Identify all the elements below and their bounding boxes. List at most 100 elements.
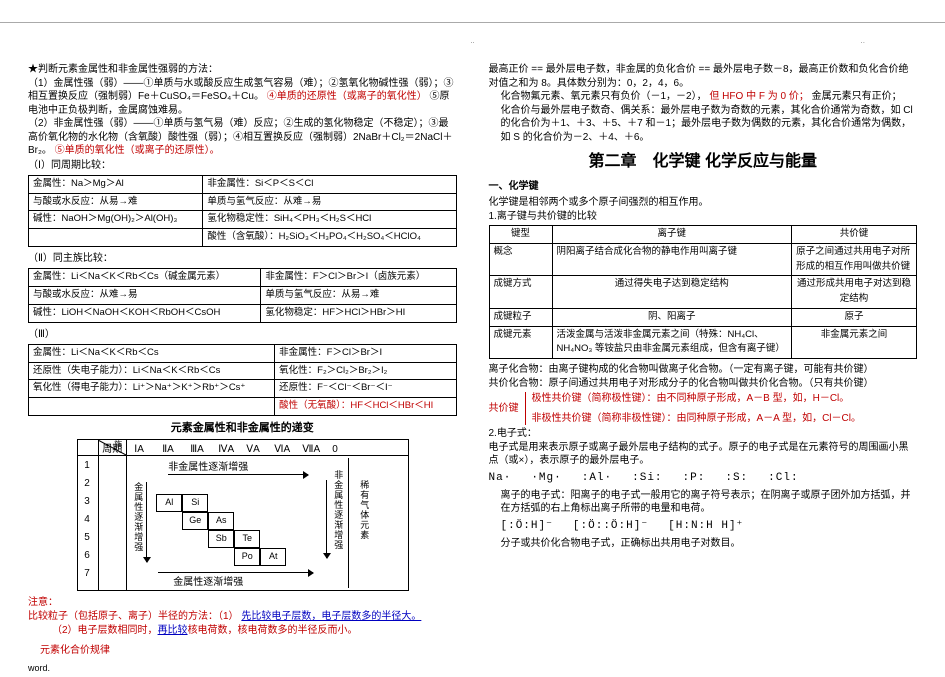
- r-p2b: 但 HFO 中 F 为 0 价；: [709, 91, 808, 102]
- th0: 键型: [489, 226, 552, 244]
- table-3: 金属性：Li＜Na＜K＜Rb＜Cs非金属性：F＞Cl＞Br＞I 还原性（失电子能…: [28, 344, 457, 416]
- footer: word.: [28, 663, 50, 673]
- le-cl: :Cl:: [768, 470, 798, 487]
- note2-b: 再比较: [158, 625, 188, 636]
- t1-3-1: 酸性（含氧酸）：H₂SiO₃＜H₃PO₄＜H₂SO₄＜HClO₄: [203, 229, 456, 247]
- t3-3-1: 酸性（无氧酸）：HF＜HCl＜HBr＜HI: [275, 398, 456, 416]
- s1-def: 化学键是相邻两个或多个原子间强烈的相互作用。: [489, 196, 918, 210]
- t1-0-1: 非金属性：Si＜P＜S＜Cl: [203, 176, 456, 194]
- t2-0-0: 金属性：Li＜Na＜K＜Rb＜Cs（碱金属元素）: [29, 269, 261, 287]
- br3c0: 成键元素: [489, 326, 552, 358]
- note-label: 注意：: [28, 595, 457, 611]
- note2-post: 核电荷数，核电荷数多的半径反而小。: [188, 625, 358, 636]
- cell-at: At: [260, 548, 286, 566]
- le-al: :Al·: [582, 470, 612, 487]
- r-p3: 化合价与最外层电子数奇、偶关系：最外层电子数为奇数的元素，其化合价通常为奇数，如…: [489, 104, 918, 145]
- r7: 7: [84, 566, 90, 582]
- bracket-icon: 极性共价键（简称极性键）：由不同种原子形成，A－B 型，如，H－Cl。 非极性共…: [525, 392, 861, 425]
- t3-2-0: 氧化性（得电子能力）：Li⁺＞Na⁺＞K⁺＞Rb⁺＞Cs⁺: [29, 380, 275, 398]
- r6: 6: [84, 548, 90, 564]
- s2-p3: 分子或共价化合物电子式，正确标出共用电子对数目。: [489, 537, 918, 551]
- para-2: （2）非金属性强（弱）——①单质与氢气易（难）反应；②生成的氢化物稳定（不稳定）…: [28, 117, 457, 158]
- t2-1-1: 单质与氢气反应：从易→难: [261, 287, 456, 305]
- cell-sb: Sb: [208, 530, 234, 548]
- ion-3: [H:N:H H]⁺: [668, 518, 743, 535]
- br1c2: 通过形成共用电子对达到稳定结构: [792, 276, 917, 308]
- p1b: ④单质的还原性（或离子的氧化性）: [267, 91, 427, 102]
- s2-p2: 离子的电子式：阳离子的电子式一般用它的离子符号表示；在阴离子或原子团外加方括弧，…: [489, 489, 918, 516]
- heading: ★判断元素金属性和非金属性强弱的方法：: [28, 63, 457, 77]
- arrow-top: [168, 474, 308, 475]
- le-si: :Si:: [632, 470, 662, 487]
- br2c2: 原子: [792, 308, 917, 326]
- ion-1: [:Ö:H]⁻: [501, 518, 553, 535]
- t2-2-0: 碱性：LiOH＜NaOH＜KOH＜RbOH＜CsOH: [29, 304, 261, 322]
- t2-caption: （Ⅱ）同主族比较：: [28, 251, 457, 267]
- right-column: 最高正价 == 最外层电子数，非金属的负化合价 == 最外层电子数－8，最高正价…: [489, 63, 918, 659]
- r-p2c: 金属元素只有正价；: [812, 91, 902, 102]
- t1-2-0: 碱性：NaOH＞Mg(OH)₂＞Al(OH)₃: [29, 211, 203, 229]
- t3-3-0: [29, 398, 275, 416]
- arrow-right: [326, 480, 327, 558]
- note2-pre: （2）电子层数相同时，: [52, 625, 158, 636]
- s2: 2.电子式：: [489, 427, 918, 441]
- br1c1: 通过得失电子达到稳定结构: [552, 276, 792, 308]
- chapter-title: 第二章 化学键 化学反应与能量: [489, 150, 918, 175]
- header-dots: ..: [470, 36, 474, 45]
- br0c1: 阴阳离子结合成化合物的静电作用叫离子键: [552, 244, 792, 276]
- polar: 极性共价键（简称极性键）：由不同种原子形成，A－B 型，如，H－Cl。: [532, 392, 861, 406]
- t2-2-1: 氢化物稳定：HF＞HCl＞HBr＞HI: [261, 304, 456, 322]
- s1-sub: 1.离子键与共价键的比较: [489, 210, 918, 224]
- t3-1-1: 氧化性：F₂＞Cl₂＞Br₂＞I₂: [275, 362, 456, 380]
- t3-1-0: 还原性（失电子能力）：Li＜Na＜K＜Rb＜Cs: [29, 362, 275, 380]
- cell-as: As: [208, 512, 234, 530]
- ion-electron-row: [:Ö:H]⁻ [:Ö::Ö:H]⁻ [H:N:H H]⁺: [489, 518, 918, 535]
- s1: 一、化学键: [489, 179, 918, 195]
- diagram-wrap: 元素金属性和非金属性的递变 周期 ⅠA ⅡA ⅢA ⅣA ⅤA ⅥA ⅦA 0: [77, 420, 407, 591]
- r3: 3: [84, 494, 90, 510]
- right-v1: 非金属性逐渐增强: [330, 470, 344, 550]
- periodic-trend-diagram: 周期 ⅠA ⅡA ⅢA ⅣA ⅤA ⅥA ⅦA 0 族 1: [77, 439, 409, 591]
- cell-ge: Ge: [182, 512, 208, 530]
- r-p2: 化合物氟元素、氧元素只有负价（－1，－2）， 但 HFO 中 F 为 0 价； …: [489, 90, 918, 104]
- s2-p1: 电子式是用来表示原子或离子最外层电子结构的式子。原子的电子式是在元素符号的周围画…: [489, 441, 918, 468]
- br3c2: 非金属元素之间: [792, 326, 917, 358]
- noble-line: [348, 458, 349, 588]
- le-s: :S:: [725, 470, 748, 487]
- cell-si: Si: [182, 494, 208, 512]
- bond-label: 共价键: [489, 401, 519, 417]
- ionic-def: 离子化合物：由离子键构成的化合物叫做离子化合物。（一定有离子键，可能有共价键）: [489, 363, 918, 377]
- right-v2: 稀有气体元素: [356, 480, 370, 540]
- t3-caption: （Ⅲ）: [28, 327, 457, 343]
- le-na: Na·: [489, 470, 512, 487]
- diag-top: 族: [114, 439, 122, 451]
- atom-electron-row: Na· ·Mg· :Al· :Si: :P: :S: :Cl:: [489, 470, 918, 487]
- r-p2a: 化合物氟元素、氧元素只有负价（－1，－2），: [501, 91, 707, 102]
- t3-0-0: 金属性：Li＜Na＜K＜Rb＜Cs: [29, 345, 275, 363]
- ion-2: [:Ö::Ö:H]⁻: [573, 518, 648, 535]
- note3: 元素化合价规律: [28, 643, 457, 659]
- vline-2: [126, 440, 127, 590]
- t1-2-1: 氢化物稳定性：SiH₄＜PH₃＜H₂S＜HCl: [203, 211, 456, 229]
- th1: 离子键: [552, 226, 792, 244]
- bottom-label: 金属性逐渐增强: [173, 575, 243, 591]
- t1-0-0: 金属性：Na＞Mg＞Al: [29, 176, 203, 194]
- cell-te: Te: [234, 530, 260, 548]
- vline-1: [98, 440, 99, 590]
- br3c1: 活泼金属与活泼非金属元素之间（特殊：NH₄Cl、NH₄NO₃ 等铵盐只由非金属元…: [552, 326, 792, 358]
- cov-def: 共价化合物：原子间通过共用电子对形成分子的化合物叫做共价化合物。（只有共价键）: [489, 377, 918, 391]
- t1-caption: （Ⅰ）同周期比较：: [28, 158, 457, 174]
- br1c0: 成键方式: [489, 276, 552, 308]
- arrow-left: [146, 482, 147, 562]
- note1b: 先比较电子层数，电子层数多的半径大。: [241, 611, 421, 622]
- note1-line: 比较粒子（包括原子、离子）半径的方法：（1） 先比较电子层数，电子层数多的半径大…: [28, 610, 457, 624]
- br2c1: 阴、阳离子: [552, 308, 792, 326]
- left-v: 金属性逐渐增强: [130, 482, 144, 552]
- t1-3-0: [29, 229, 203, 247]
- arrow-bottom: [158, 572, 313, 573]
- table-group: 金属性：Li＜Na＜K＜Rb＜Cs（碱金属元素）非金属性：F＞Cl＞Br＞I（卤…: [28, 268, 457, 322]
- note1: 比较粒子（包括原子、离子）半径的方法：（1）: [28, 611, 239, 622]
- r5: 5: [84, 530, 90, 546]
- le-p: :P:: [683, 470, 706, 487]
- table-period: 金属性：Na＞Mg＞Al非金属性：Si＜P＜S＜Cl 与酸或水反应：从易→难单质…: [28, 175, 457, 247]
